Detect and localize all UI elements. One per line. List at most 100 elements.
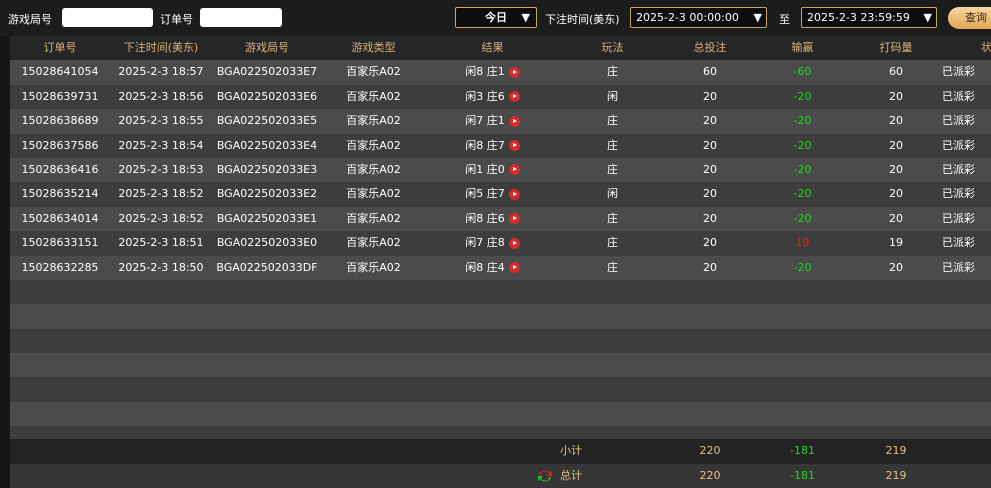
game-type-text: 百家乐A02 (346, 114, 401, 128)
bet-time: 2025-2-3 18:50 (110, 256, 212, 280)
empty-row (10, 377, 991, 402)
game-type: 百家乐A02 (322, 60, 425, 84)
win-loss-text: -20 (793, 114, 812, 128)
play-icon[interactable] (508, 66, 520, 78)
round-id-text: BGA022502033E0 (216, 236, 318, 250)
game-type: 百家乐A02 (322, 182, 425, 206)
play-icon[interactable] (508, 140, 520, 152)
bet-type: 庄 (560, 256, 665, 280)
play-icon[interactable] (508, 115, 520, 127)
bet-time-text: 2025-2-3 18:57 (118, 65, 204, 79)
game-type: 百家乐A02 (322, 207, 425, 231)
turnover-text: 60 (889, 65, 903, 79)
header-row: 订单号 下注时间(美东) 游戏局号 游戏类型 结果 玩法 总投注 输赢 打码量 状态 (10, 36, 991, 61)
subtotal-label-text: 小计 (560, 444, 582, 458)
start-select[interactable]: 2025-2-3 00:00:00 ▼ (630, 7, 767, 28)
result: 闲3 庄6 (425, 85, 560, 109)
subtotal-row: 小计 220 -181 219 (10, 439, 991, 464)
bet-amount-text: 20 (703, 187, 717, 201)
data-row: 15028635214 2025-2-3 18:52 BGA022502033E2 百… (10, 182, 991, 207)
order-id-text: 15028632285 (21, 260, 99, 274)
turnover-text: 19 (889, 236, 903, 250)
bet-time: 2025-2-3 18:57 (110, 60, 212, 84)
bet-type-text: 庄 (607, 114, 618, 128)
turnover-text: 20 (889, 138, 903, 152)
result: 闲8 庄7 (425, 134, 560, 158)
win-loss-text: -60 (793, 65, 812, 79)
empty-row (10, 304, 991, 329)
win-loss-text: -20 (793, 138, 812, 152)
game-type-text: 百家乐A02 (346, 89, 401, 103)
bet-time: 2025-2-3 18:54 (110, 134, 212, 158)
play-icon[interactable] (508, 262, 520, 274)
total-turnover: 219 (850, 464, 942, 488)
bet-type-text: 庄 (607, 236, 618, 250)
round-id-text: BGA022502033E2 (216, 187, 318, 201)
status: 已派彩 (942, 207, 991, 231)
win-loss: -60 (755, 60, 850, 84)
bet-type: 庄 (560, 158, 665, 182)
play-icon[interactable] (508, 237, 520, 249)
result-text: 闲5 庄7 (465, 187, 505, 201)
result: 闲1 庄0 (425, 158, 560, 182)
header-cell: 状态 (942, 36, 991, 60)
bet-time-text: 2025-2-3 18:54 (118, 138, 204, 152)
win-loss-text: -20 (793, 187, 812, 201)
round-input[interactable] (62, 8, 153, 27)
turnover-text: 20 (889, 211, 903, 225)
bet-type: 庄 (560, 231, 665, 255)
win-loss: -20 (755, 85, 850, 109)
order-id: 15028639731 (10, 85, 110, 109)
order-id: 15028638689 (10, 109, 110, 133)
round-id: BGA022502033DF (212, 256, 322, 280)
filter-bar: 游戏局号 订单号 今日 ▼ 下注时间(美东) 2025-2-3 00:00:00 ▼… (0, 0, 991, 36)
game-type: 百家乐A02 (322, 85, 425, 109)
period-select[interactable]: 今日 ▼ (455, 7, 537, 28)
bet-amount-text: 20 (703, 114, 717, 128)
header-cell-text: 打码量 (879, 41, 913, 54)
bet-amount-text: 20 (703, 162, 717, 176)
game-type-text: 百家乐A02 (346, 211, 401, 225)
round-id-text: BGA022502033E6 (216, 89, 318, 103)
game-type-text: 百家乐A02 (346, 162, 401, 176)
data-row: 15028636416 2025-2-3 18:53 BGA022502033E3 百… (10, 157, 991, 183)
status: 已派彩 (942, 85, 991, 109)
query-button[interactable]: 查询 (948, 7, 991, 29)
bet-type: 庄 (560, 134, 665, 158)
order-id-text: 15028638689 (21, 114, 99, 128)
result-text: 闲8 庄1 (465, 65, 505, 79)
header-cell: 游戏类型 (322, 36, 425, 60)
bet-time-text: 2025-2-3 18:56 (118, 89, 204, 103)
subtotal-turnover-text: 219 (885, 444, 907, 458)
round-id: BGA022502033E5 (212, 109, 322, 133)
turnover: 20 (850, 109, 942, 133)
subtotal-label: 小计 (560, 439, 665, 464)
turnover-text: 20 (889, 162, 903, 176)
bet-time: 2025-2-3 18:53 (110, 158, 212, 182)
turnover: 20 (850, 207, 942, 231)
empty-row (10, 401, 991, 427)
end-select[interactable]: 2025-2-3 23:59:59 ▼ (801, 7, 937, 28)
refresh-icon[interactable] (530, 464, 560, 488)
status-text: 已派彩 (942, 236, 975, 250)
subtotal-win-text: -181 (790, 444, 815, 458)
header-cell-text: 游戏类型 (351, 41, 396, 54)
spacer (10, 439, 530, 464)
play-icon[interactable] (508, 91, 520, 103)
round-id: BGA022502033E1 (212, 207, 322, 231)
bet-table: 订单号 下注时间(美东) 游戏局号 游戏类型 结果 玩法 总投注 输赢 打码量 状态 1502864… (10, 36, 991, 488)
play-icon[interactable] (508, 213, 520, 225)
order-input[interactable] (200, 8, 282, 27)
play-icon[interactable] (508, 164, 520, 176)
bet-type-text: 庄 (607, 260, 618, 274)
status: 已派彩 (942, 182, 991, 206)
turnover: 20 (850, 256, 942, 280)
total-label: 总计 (560, 464, 665, 488)
bet-amount: 20 (665, 256, 755, 280)
game-type-text: 百家乐A02 (346, 65, 401, 79)
play-icon[interactable] (508, 188, 520, 200)
subtotal-turnover: 219 (850, 439, 942, 464)
bet-amount: 20 (665, 134, 755, 158)
data-row: 15028633151 2025-2-3 18:51 BGA022502033E0 百… (10, 231, 991, 256)
